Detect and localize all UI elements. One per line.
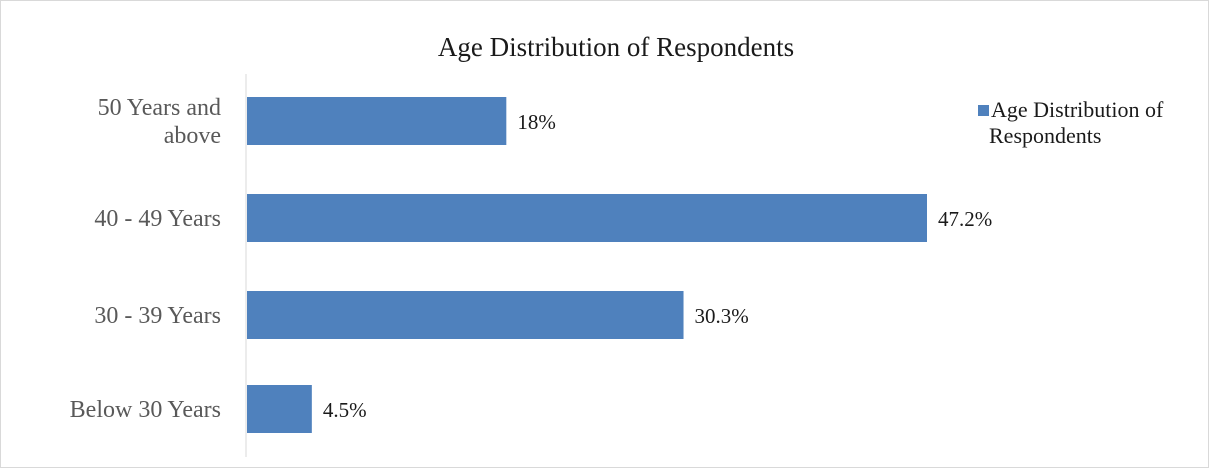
- legend-swatch: [978, 105, 989, 116]
- bar: [247, 385, 312, 433]
- category-label: 30 - 39 Years: [94, 303, 221, 329]
- bar: [247, 194, 927, 242]
- data-label: 18%: [517, 110, 556, 134]
- chart-title: Age Distribution of Respondents: [438, 32, 794, 62]
- category-labels: 50 Years and above 40 - 49 Years 30 - 39 Ye…: [70, 95, 221, 423]
- category-label: 40 - 49 Years: [94, 206, 221, 232]
- category-label: 50 Years and above: [98, 95, 221, 149]
- legend-label: Age Distribution of Respondents: [989, 97, 1164, 148]
- data-label: 30.3%: [695, 304, 749, 328]
- category-label: Below 30 Years: [70, 397, 221, 423]
- data-label: 4.5%: [323, 398, 367, 422]
- bar: [247, 291, 684, 339]
- data-labels: 18% 47.2% 30.3% 4.5%: [323, 110, 992, 422]
- legend: Age Distribution of Respondents: [978, 97, 1164, 148]
- bar: [247, 97, 507, 145]
- bars: [247, 97, 927, 433]
- data-label: 47.2%: [938, 207, 992, 231]
